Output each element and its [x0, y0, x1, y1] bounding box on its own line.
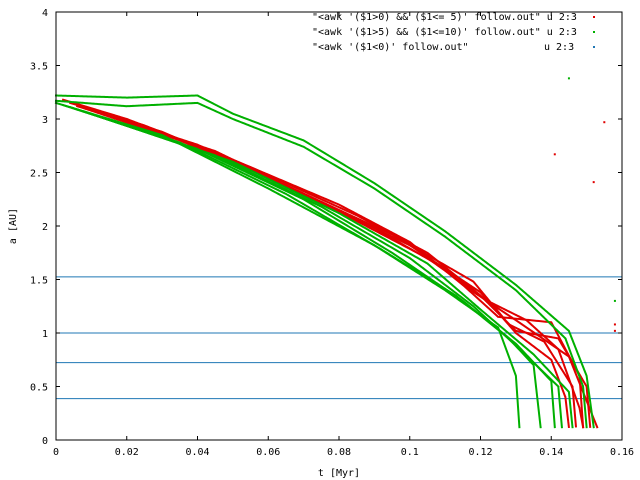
series-0	[61, 98, 616, 429]
x-tick-label: 0.1	[401, 447, 419, 458]
x-axis: 0 0.02 0.04 0.06 0.08 0.1 0.12 0.14 0.16	[53, 12, 634, 458]
series-0-point-3	[613, 323, 616, 326]
y-tick-label: 4	[42, 8, 48, 19]
y-tick-label: 0.5	[30, 383, 48, 394]
legend-entry-0: "<awk '($1>0) && ($1<= 5)' follow.out" u…	[312, 12, 577, 23]
series-1-point-1	[613, 299, 616, 302]
y-axis: 0 0.5 1 1.5 2 2.5 3 3.5 4	[30, 8, 622, 447]
series-1-track-5	[75, 108, 563, 429]
series-0-track-5	[97, 111, 585, 429]
y-tick-label: 2.5	[30, 169, 48, 180]
x-tick-label: 0.14	[539, 447, 563, 458]
series-1-track-6	[83, 110, 574, 429]
y-tick-label: 3	[42, 115, 48, 126]
legend-entry-1: "<awk '($1>5) && ($1<=10)' follow.out" u…	[312, 27, 577, 38]
y-tick-label: 1.5	[30, 276, 48, 287]
legend-swatch-2	[593, 46, 595, 48]
series-0-point-2	[603, 121, 606, 124]
x-tick-label: 0.02	[115, 447, 139, 458]
x-tick-label: 0	[53, 447, 59, 458]
x-tick-label: 0.16	[610, 447, 634, 458]
series-0-point-0	[553, 153, 556, 156]
y-tick-label: 3.5	[30, 62, 48, 73]
series-1-track-1	[54, 99, 588, 429]
legend-swatch-1	[593, 31, 595, 33]
y-tick-label: 0	[42, 436, 48, 447]
legend-swatch-0	[593, 16, 595, 18]
x-tick-label: 0.04	[185, 447, 209, 458]
y-axis-label: a [AU]	[8, 208, 19, 244]
series-1-point-0	[567, 77, 570, 80]
x-tick-label: 0.12	[468, 447, 492, 458]
x-tick-label: 0.06	[256, 447, 280, 458]
reference-lines	[56, 276, 622, 400]
series-1	[54, 77, 616, 429]
x-axis-label: t [Myr]	[318, 468, 360, 479]
series-1-track-3	[61, 103, 542, 429]
legend-entry-2-suffix: u 2:3	[544, 42, 574, 53]
series-0-point-1	[592, 181, 595, 184]
legend: "<awk '($1>0) && ($1<= 5)' follow.out" u…	[312, 12, 595, 53]
series-1-track-0	[54, 94, 595, 429]
y-tick-label: 2	[42, 222, 48, 233]
y-tick-label: 1	[42, 329, 48, 340]
x-tick-label: 0.08	[327, 447, 351, 458]
legend-entry-2: "<awk '($1<0)' follow.out"	[312, 42, 469, 53]
series-0-point-4	[613, 329, 616, 332]
data-layer	[54, 77, 616, 429]
